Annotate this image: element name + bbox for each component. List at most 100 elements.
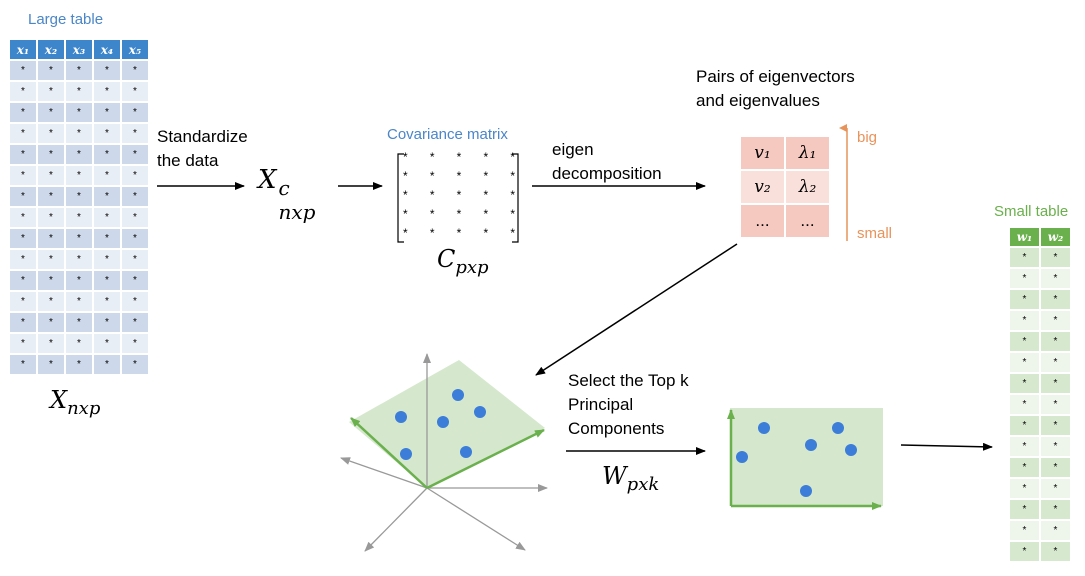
large-table-header: x₁	[10, 40, 36, 59]
table-cell: *	[94, 271, 120, 290]
matrix-row: * * * * *	[395, 169, 523, 188]
matrix-cell: *	[483, 150, 489, 164]
table-cell: *	[122, 250, 148, 269]
table-cell: *	[10, 124, 36, 143]
data-point	[460, 446, 472, 458]
large-table-label: Xnxp	[50, 386, 101, 419]
large-table-header: x₂	[38, 40, 64, 59]
large-table-header: x₃	[66, 40, 92, 59]
pc2-axis	[426, 428, 545, 490]
table-cell: *	[122, 355, 148, 374]
table-cell: *	[66, 334, 92, 353]
table-cell: *	[1010, 542, 1039, 561]
matrix-cell: *	[510, 226, 515, 240]
table-cell: *	[94, 208, 120, 227]
table-cell: *	[94, 61, 120, 80]
table-cell: *	[1010, 416, 1039, 435]
matrix-row: * * * * *	[395, 226, 523, 245]
table-cell: *	[1041, 290, 1070, 309]
table-cell: *	[1041, 500, 1070, 519]
data-point	[437, 416, 449, 428]
table-cell: *	[38, 61, 64, 80]
table-cell: *	[1041, 458, 1070, 477]
table-cell: *	[10, 166, 36, 185]
matrix-cell: *	[456, 169, 462, 183]
matrix-cell: *	[403, 226, 408, 240]
matrix-cell: *	[483, 188, 489, 202]
table-cell: *	[66, 292, 92, 311]
table-cell: *	[10, 103, 36, 122]
small-table-row: * *	[1010, 374, 1070, 393]
table-cell: *	[122, 271, 148, 290]
table-cell: *	[122, 292, 148, 311]
matrix-cell: *	[510, 150, 515, 164]
table-cell: *	[122, 187, 148, 206]
eigen-pair-row: ......	[741, 205, 831, 237]
small-table-row: * *	[1010, 353, 1070, 372]
data-point	[832, 422, 844, 434]
table-cell: *	[66, 145, 92, 164]
standardize-label: Standardize the data	[157, 127, 248, 170]
select-top-k-label: Select the Top k Principal Components	[568, 371, 689, 438]
table-cell: *	[1041, 479, 1070, 498]
table-cell: *	[1010, 500, 1039, 519]
table-cell: *	[1010, 437, 1039, 456]
data-point	[736, 451, 748, 463]
data-point	[395, 411, 407, 423]
table-cell: *	[94, 313, 120, 332]
matrix-row: * * * * *	[395, 150, 523, 169]
table-cell: *	[1041, 311, 1070, 330]
table-cell: *	[38, 229, 64, 248]
table-cell: *	[1010, 269, 1039, 288]
table-cell: *	[66, 313, 92, 332]
large-table-row: * * * * *	[10, 292, 148, 311]
table-cell: *	[1041, 353, 1070, 372]
matrix-cell: *	[483, 169, 489, 183]
large-table-row: * * * * *	[10, 313, 148, 332]
small-table-header: w₁	[1010, 228, 1039, 246]
plot-3d	[340, 353, 548, 552]
table-cell: *	[122, 166, 148, 185]
table-cell: *	[66, 187, 92, 206]
large-table: x₁ x₂ x₃ x₄ x₅ * * * * * * * * * * * * * * * * * * * * * * * * * * * * *…	[8, 38, 150, 376]
matrix-cell: *	[510, 169, 515, 183]
small-table-row: * *	[1010, 416, 1070, 435]
table-cell: *	[10, 187, 36, 206]
small-table-row: * *	[1010, 269, 1070, 288]
small-table-row: * *	[1010, 248, 1070, 267]
small-table-row: * *	[1010, 542, 1070, 561]
w-matrix-label: Wpxk	[602, 462, 660, 495]
table-cell: *	[38, 124, 64, 143]
matrix-cell: *	[403, 150, 408, 164]
matrix-cell: *	[429, 169, 435, 183]
covariance-title: Covariance matrix	[387, 126, 508, 143]
table-cell: *	[94, 355, 120, 374]
small-table-row: * *	[1010, 521, 1070, 540]
large-table-header: x₅	[122, 40, 148, 59]
matrix-cell: *	[510, 207, 515, 221]
table-cell: *	[1041, 332, 1070, 351]
small-table-row: * *	[1010, 332, 1070, 351]
table-cell: *	[1041, 521, 1070, 540]
table-cell: *	[10, 82, 36, 101]
eigenvector-cell: v₁	[741, 137, 784, 169]
large-table-row: * * * * *	[10, 145, 148, 164]
table-cell: *	[122, 124, 148, 143]
matrix-cell: *	[429, 207, 435, 221]
matrix-cell: *	[456, 188, 462, 202]
table-cell: *	[10, 334, 36, 353]
matrix-cell: *	[403, 188, 408, 202]
table-cell: *	[38, 82, 64, 101]
large-table-row: * * * * *	[10, 82, 148, 101]
data-point	[800, 485, 812, 497]
table-cell: *	[94, 334, 120, 353]
table-cell: *	[38, 166, 64, 185]
table-cell: *	[66, 229, 92, 248]
matrix-cell: *	[483, 207, 489, 221]
table-cell: *	[66, 61, 92, 80]
small-table-row: * *	[1010, 290, 1070, 309]
table-cell: *	[1041, 269, 1070, 288]
large-table-title: Large table	[28, 11, 104, 28]
matrix-cell: *	[403, 207, 408, 221]
small-table-row: * *	[1010, 437, 1070, 456]
